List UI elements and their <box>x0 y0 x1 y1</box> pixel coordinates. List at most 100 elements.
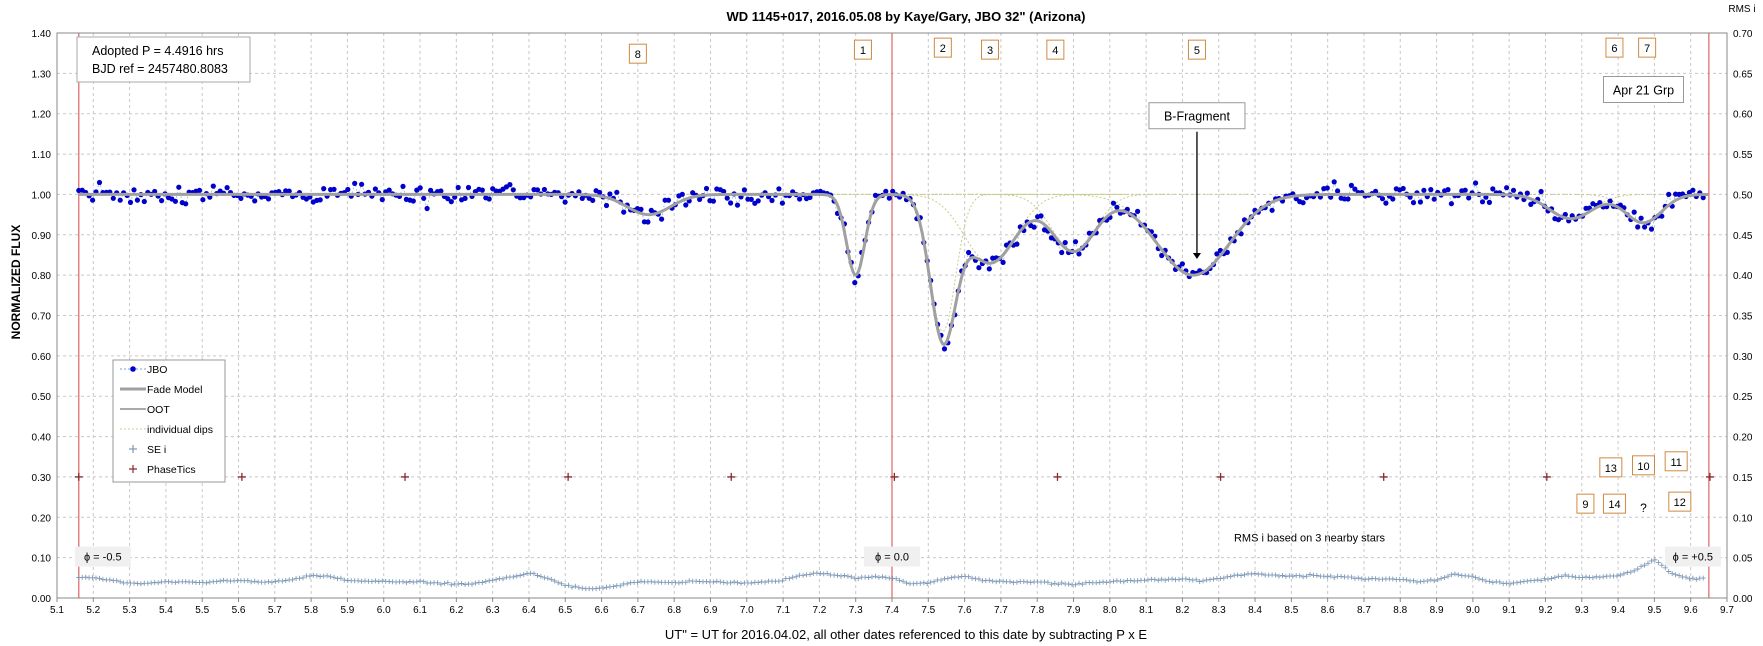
phase-label-box <box>74 546 131 567</box>
y2-tick-label: 0.55 <box>1733 150 1753 161</box>
jbo-data-point <box>352 180 358 186</box>
dip-label-box <box>1668 491 1692 512</box>
dip-label-box <box>1605 37 1624 58</box>
jbo-data-point <box>465 184 472 191</box>
jbo-data-point <box>345 186 351 193</box>
jbo-data-point <box>697 196 703 202</box>
jbo-data-point <box>1352 186 1358 192</box>
dip-label: 7 <box>1644 43 1650 55</box>
jbo-data-point <box>424 205 430 212</box>
x-tick-label: 6.0 <box>377 605 391 616</box>
jbo-data-point <box>976 265 982 271</box>
dip-label: 9 <box>1582 499 1588 511</box>
jbo-data-point <box>579 195 585 201</box>
jbo-data-point <box>779 200 786 206</box>
jbo-data-point <box>110 195 116 201</box>
dip-label-box <box>981 39 1000 60</box>
jbo-data-point <box>1038 213 1044 219</box>
jbo-data-point <box>776 186 782 192</box>
jbo-data-point <box>1504 185 1510 191</box>
legend-jbo-swatch <box>130 366 136 372</box>
jbo-data-point <box>265 196 272 202</box>
y-axis-label: NORMALIZED FLUX <box>9 225 23 340</box>
jbo-data-point <box>807 194 813 200</box>
x-tick-label: 9.3 <box>1575 605 1589 616</box>
jbo-data-point <box>1383 200 1389 206</box>
fade-model-curve <box>78 192 1709 346</box>
jbo-data-point <box>400 183 406 189</box>
x-tick-label: 8.0 <box>1103 605 1117 616</box>
x-tick-label: 6.8 <box>667 605 681 616</box>
info-box-bjd: BJD ref = 2457480.8083 <box>92 62 228 76</box>
jbo-data-point <box>321 186 327 192</box>
x-axis-label: UT" = UT for 2016.04.02, all other dates… <box>665 627 1147 642</box>
y-tick-label: 1.10 <box>32 150 52 161</box>
jbo-data-point <box>1348 182 1354 188</box>
x-tick-label: 5.8 <box>304 605 318 616</box>
b-fragment-box <box>1148 102 1246 130</box>
legend-oot-label: OOT <box>147 404 170 416</box>
jbo-data-point <box>645 219 651 225</box>
x-tick-label: 7.9 <box>1067 605 1081 616</box>
legend-phasetics-label: PhaseTics <box>147 464 196 476</box>
jbo-data-point <box>534 187 541 193</box>
dip-label: 12 <box>1674 497 1686 509</box>
jbo-data-point <box>755 198 761 204</box>
jbo-data-point <box>883 188 889 194</box>
dip-label: 13 <box>1605 463 1617 475</box>
jbo-data-point <box>1479 199 1486 205</box>
x-tick-label: 7.3 <box>849 605 863 616</box>
y-tick-label: 0.50 <box>32 392 52 403</box>
dip-label: 6 <box>1611 43 1617 55</box>
x-tick-label: 8.9 <box>1430 605 1444 616</box>
jbo-data-point <box>1072 239 1079 245</box>
jbo-data-point <box>728 200 734 206</box>
x-tick-label: 5.1 <box>50 605 64 616</box>
jbo-data-point <box>410 198 416 204</box>
jbo-data-point <box>1159 252 1165 259</box>
jbo-data-point <box>1345 196 1351 202</box>
jbo-data-point <box>1466 195 1472 201</box>
x-tick-label: 5.9 <box>340 605 354 616</box>
x-tick-label: 7.1 <box>776 605 790 616</box>
jbo-data-point <box>1635 224 1641 230</box>
jbo-data-point <box>1110 200 1117 206</box>
jbo-data-point <box>421 195 427 201</box>
y-tick-label: 0.60 <box>32 352 52 363</box>
x-tick-label: 7.0 <box>740 605 754 616</box>
x-tick-label: 5.4 <box>159 605 173 616</box>
jbo-data-point <box>96 179 103 186</box>
jbo-data-point <box>1324 185 1330 191</box>
jbo-data-point <box>621 209 627 215</box>
dip-label-box <box>628 43 647 64</box>
dip-label-box <box>1632 455 1655 476</box>
phasetic-marker <box>237 472 246 481</box>
jbo-data-point <box>721 188 727 195</box>
jbo-data-point <box>607 191 613 197</box>
x-tick-label: 7.2 <box>812 605 826 616</box>
phasetic-marker <box>564 472 573 481</box>
jbo-data-point <box>1666 191 1672 197</box>
phasetic-marker <box>727 472 736 481</box>
dip-label-box <box>1664 451 1688 472</box>
y2-tick-label: 0.70 <box>1733 29 1753 40</box>
dip-label: 3 <box>987 45 993 57</box>
legend: JBO Fade Model OOT individual dips SE i … <box>112 359 226 483</box>
x-tick-label: 9.5 <box>1647 605 1661 616</box>
phase-label: ϕ = 0.0 <box>875 552 909 564</box>
jbo-data-point <box>1335 188 1341 194</box>
x-tick-label: 6.2 <box>449 605 463 616</box>
apr21-box <box>1603 76 1684 103</box>
jbo-data-point <box>1379 196 1386 202</box>
x-tick-label: 7.8 <box>1030 605 1044 616</box>
x-tick-label: 6.3 <box>486 605 500 616</box>
jbo-data-point <box>1473 180 1479 186</box>
y2-tick-label: 0.65 <box>1733 69 1753 80</box>
jbo-data-point <box>1524 190 1530 196</box>
fade-model-line <box>78 192 1709 346</box>
x-tick-label: 6.9 <box>704 605 718 616</box>
jbo-data-point <box>966 249 972 256</box>
dip-label: 4 <box>1052 45 1058 57</box>
